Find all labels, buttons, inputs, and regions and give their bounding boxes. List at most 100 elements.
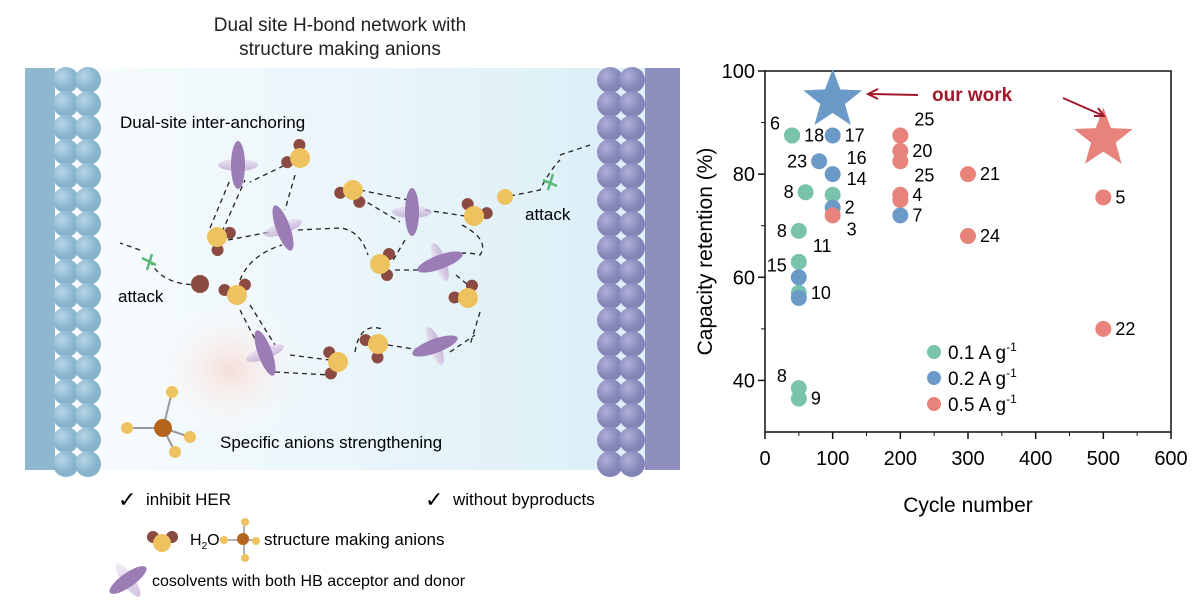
data-point	[790, 269, 807, 286]
electrode-sphere	[619, 307, 645, 333]
x-tick-label: 500	[1087, 448, 1120, 470]
electrode-sphere	[597, 115, 623, 141]
legend-cosolvent-label: cosolvents with both HB acceptor and don…	[152, 573, 466, 590]
electrode-sphere	[53, 235, 79, 261]
diagram-title: Dual site H-bond network with structure …	[0, 14, 680, 62]
water-molecule	[461, 198, 493, 226]
electrode-sphere	[75, 163, 101, 189]
electrode-sphere	[75, 355, 101, 381]
label-attack-left: attack	[118, 287, 164, 306]
data-point	[892, 127, 909, 144]
data-point	[892, 207, 909, 224]
electrode-sphere	[597, 187, 623, 213]
legend-label: 0.5 A g-1	[948, 392, 1017, 416]
anion-molecule	[121, 386, 196, 458]
data-point	[784, 127, 801, 144]
legend-marker	[927, 371, 941, 385]
electrode-sphere	[53, 211, 79, 237]
data-label: 6	[770, 113, 780, 133]
water-molecule	[323, 346, 348, 380]
y-axis-label: Capacity retention (%)	[694, 148, 717, 356]
x-tick-label: 600	[1154, 448, 1187, 470]
data-label: 11	[813, 236, 832, 256]
data-label: 10	[811, 283, 831, 303]
label-attack-right: attack	[525, 205, 571, 224]
electrode-sphere	[75, 67, 101, 93]
oxygen-ion	[497, 189, 513, 205]
data-point	[797, 184, 814, 201]
right-electrode	[645, 68, 680, 470]
electrode-sphere	[597, 67, 623, 93]
electrode-sphere	[75, 115, 101, 141]
electrode-sphere	[53, 115, 79, 141]
data-label: 5	[1115, 187, 1125, 207]
water-molecule	[281, 138, 310, 169]
data-point	[824, 166, 841, 183]
cosolvent-molecule	[264, 205, 302, 251]
data-label: 24	[980, 226, 1000, 246]
blocked-attack-right-icon	[542, 173, 558, 191]
electrode-sphere	[75, 235, 101, 261]
our-work-star	[803, 68, 863, 125]
data-point	[790, 390, 807, 407]
water-molecule	[448, 279, 478, 308]
electrode-sphere	[597, 355, 623, 381]
electrode-sphere	[597, 139, 623, 165]
electrode-sphere	[597, 211, 623, 237]
legend-water-icon	[147, 531, 178, 552]
electrode-sphere	[75, 259, 101, 285]
electrode-sphere	[619, 379, 645, 405]
data-point	[790, 222, 807, 239]
water-molecule	[218, 278, 251, 305]
cosolvent-molecule	[412, 327, 458, 365]
electrode-sphere	[619, 163, 645, 189]
data-point	[960, 166, 976, 183]
check-icon: ✓	[118, 487, 136, 512]
data-point	[892, 191, 909, 208]
scatter-chart: 0 100 200 300 400 500 600 40 60 80 100 Cycle number…	[694, 61, 1188, 517]
data-point	[790, 253, 807, 270]
electrode-sphere	[53, 379, 79, 405]
electrode-sphere	[75, 403, 101, 429]
check-label-1: inhibit HER	[146, 490, 231, 509]
annotation-arrow-left	[865, 88, 919, 100]
data-label: 8	[777, 221, 787, 241]
water-molecule	[334, 180, 366, 208]
data-label: 2	[845, 198, 855, 218]
data-point	[824, 127, 841, 144]
data-label: 4	[912, 185, 922, 205]
cosolvent-molecule	[392, 188, 432, 236]
data-point	[790, 289, 807, 306]
electrode-sphere	[597, 163, 623, 189]
y-tick-label: 40	[733, 370, 755, 392]
data-point	[811, 153, 828, 170]
our-work-annotation: our work	[932, 85, 1013, 106]
data-point	[1095, 189, 1112, 206]
electrode-sphere	[619, 115, 645, 141]
electrode-sphere	[597, 259, 623, 285]
y-tick-label: 60	[733, 267, 755, 289]
electrode-sphere	[53, 163, 79, 189]
electrode-sphere	[53, 331, 79, 357]
check-icon: ✓	[425, 487, 443, 512]
electrode-sphere	[619, 259, 645, 285]
legend-anion-icon	[220, 518, 260, 562]
data-point	[824, 186, 841, 203]
x-tick-label: 0	[759, 448, 770, 470]
electrode-sphere	[75, 139, 101, 165]
electrode-sphere	[53, 427, 79, 453]
electrode-sphere	[53, 67, 79, 93]
electrode-sphere	[597, 403, 623, 429]
x-tick-label: 300	[951, 448, 984, 470]
data-point	[824, 207, 841, 224]
electrode-sphere	[619, 91, 645, 117]
electrode-sphere	[53, 355, 79, 381]
legend-anion-label: structure making anions	[264, 530, 444, 549]
electrode-sphere	[619, 139, 645, 165]
legend-label: 0.2 A g-1	[948, 366, 1017, 390]
electrode-sphere	[53, 259, 79, 285]
data-label: 3	[847, 219, 857, 239]
electrode-sphere	[619, 211, 645, 237]
y-tick-label: 80	[733, 164, 755, 186]
annotation-arrow-right	[1062, 97, 1106, 117]
